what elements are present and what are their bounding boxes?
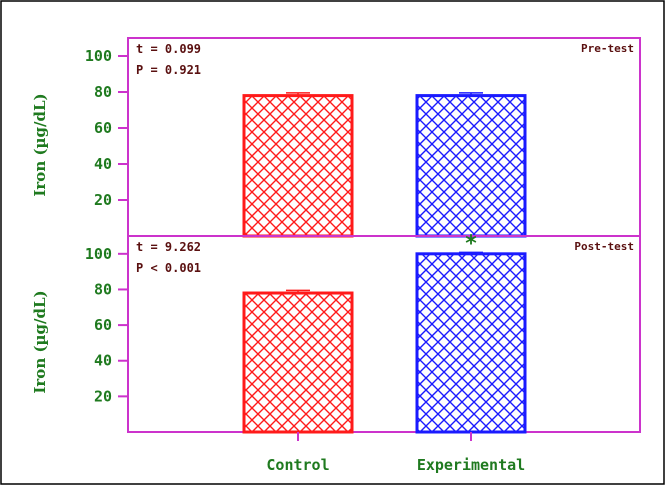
y-tick-label: 20 — [94, 191, 112, 209]
p-value: P = 0.921 — [136, 63, 201, 77]
category-label-experimental: Experimental — [417, 456, 525, 474]
bar-control — [242, 291, 354, 434]
panel-1: 20 40 60 80 100 Iron (µg/dL) t = 9.262 P < 0.00… — [31, 231, 641, 434]
y-tick-label: 80 — [94, 280, 112, 298]
t-statistic: t = 0.099 — [136, 42, 201, 56]
panel-frame — [127, 235, 641, 433]
y-tick-label: 60 — [94, 119, 112, 137]
y-tick-label: 80 — [94, 83, 112, 101]
panel-frame — [127, 37, 641, 237]
y-axis-label: Iron (µg/dL) — [31, 290, 49, 393]
bar-experimental — [415, 252, 527, 434]
significance-marker: * — [465, 231, 477, 256]
category-label-control: Control — [266, 456, 329, 474]
y-tick-label: 20 — [94, 387, 112, 405]
panel-0: 20 40 60 80 100 Iron (µg/dL) t = 0.099 P = 0.92… — [31, 37, 641, 238]
y-tick-label: 40 — [94, 155, 112, 173]
y-tick-label: 60 — [94, 316, 112, 334]
y-tick-label: 100 — [85, 47, 112, 65]
t-statistic: t = 9.262 — [136, 240, 201, 254]
panel-label: Post-test — [574, 240, 634, 253]
bar-control — [242, 94, 354, 238]
y-tick-label: 40 — [94, 352, 112, 370]
panel-label: Pre-test — [581, 42, 634, 55]
p-value: P < 0.001 — [136, 261, 201, 275]
bar-experimental — [415, 94, 527, 238]
y-tick-label: 100 — [85, 245, 112, 263]
y-axis-label: Iron (µg/dL) — [31, 93, 49, 196]
